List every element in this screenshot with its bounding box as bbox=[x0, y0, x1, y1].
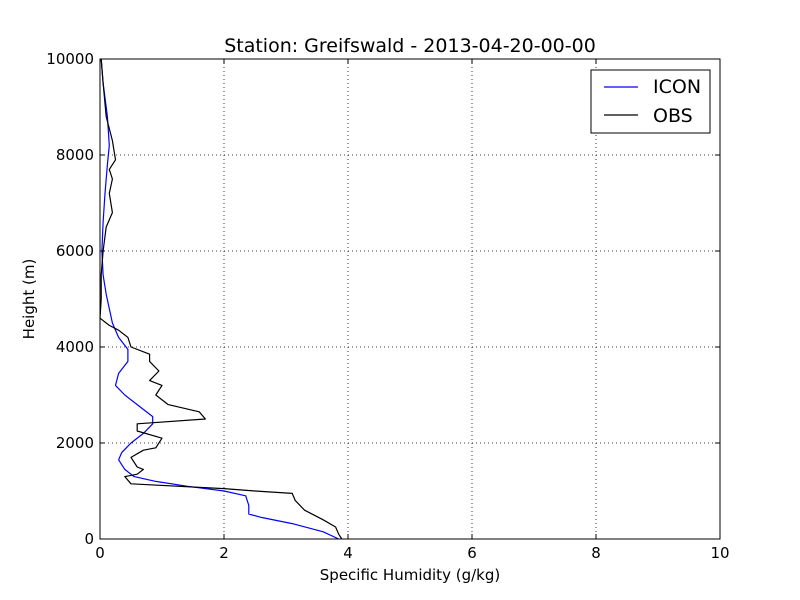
legend-label-obs-series: OBS bbox=[653, 105, 693, 127]
plot-frame bbox=[99, 58, 721, 540]
x-tick-label: 8 bbox=[591, 544, 601, 562]
grid-lines bbox=[100, 59, 720, 539]
x-tick-label: 10 bbox=[710, 544, 729, 562]
legend-label-icon-series: ICON bbox=[653, 76, 701, 98]
y-tick-label: 4000 bbox=[56, 338, 94, 356]
x-tick-label: 6 bbox=[467, 544, 477, 562]
y-tick-label: 8000 bbox=[56, 146, 94, 164]
y-tick-label: 0 bbox=[84, 530, 94, 548]
series-layer bbox=[99, 58, 343, 540]
series-line-obs bbox=[99, 58, 343, 540]
legend-box bbox=[590, 69, 711, 134]
x-axis-label: Specific Humidity (g/kg) bbox=[320, 566, 500, 584]
series-line-icon bbox=[100, 58, 339, 540]
y-axis-label: Height (m) bbox=[20, 259, 38, 340]
x-tick-label: 0 bbox=[95, 544, 105, 562]
y-tick-label: 2000 bbox=[56, 434, 94, 452]
chart-title: Station: Greifswald - 2013-04-20-00-00 bbox=[224, 35, 596, 57]
y-tick-label: 6000 bbox=[56, 242, 94, 260]
y-tick-label: 10000 bbox=[46, 50, 94, 68]
axis-ticks: 0 2 4 6 8 10 0 2000 4000 6000 8000 10000 bbox=[46, 50, 729, 562]
x-tick-label: 2 bbox=[219, 544, 229, 562]
legend: ICON OBS bbox=[590, 69, 711, 134]
x-tick-label: 4 bbox=[343, 544, 353, 562]
